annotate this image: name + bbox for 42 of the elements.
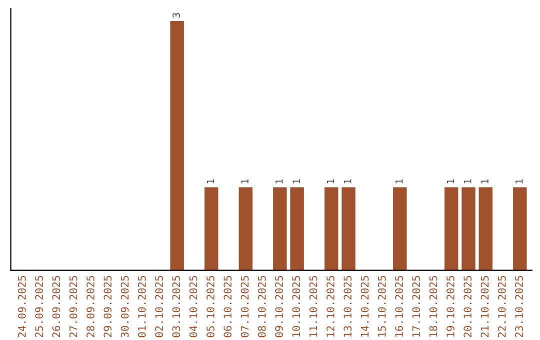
data-label: 1 xyxy=(464,179,472,184)
data-label: 1 xyxy=(344,179,352,184)
x-tick-label: 25.09.2025 xyxy=(35,276,43,338)
data-label: 1 xyxy=(481,179,488,184)
data-label: 1 xyxy=(516,179,523,184)
x-tick-label: 29.09.2025 xyxy=(104,276,112,338)
data-label: 1 xyxy=(446,179,454,184)
data-label: 3 xyxy=(172,13,180,18)
x-tick-label: 04.10.2025 xyxy=(189,276,198,338)
x-tick-label: 03.10.2025 xyxy=(172,276,180,338)
x-tick-label: 23.10.2025 xyxy=(515,276,523,338)
x-tick-label: 21.10.2025 xyxy=(480,276,489,338)
x-tick-label: 26.09.2025 xyxy=(52,276,60,338)
data-label: 1 xyxy=(276,179,283,184)
data-label: 1 xyxy=(396,179,403,184)
data-label: 1 xyxy=(206,179,214,184)
x-tick-label: 17.10.2025 xyxy=(412,276,420,337)
x-tick-label: 27.09.2025 xyxy=(69,276,78,338)
x-tick-label: 01.10.2025 xyxy=(138,276,146,338)
x-tick-label: 06.10.2025 xyxy=(224,276,232,338)
x-tick-label: 11.10.2025 xyxy=(309,276,318,337)
x-tick-label: 22.10.2025 xyxy=(498,276,506,338)
x-tick-label: 28.09.2025 xyxy=(86,276,94,338)
x-tick-label: 09.10.2025 xyxy=(275,276,283,338)
x-tick-label: 14.10.2025 xyxy=(360,276,369,337)
x-tick-label: 24.09.2025 xyxy=(18,276,26,338)
data-label: 1 xyxy=(326,179,334,184)
x-tick-label: 05.10.2025 xyxy=(206,276,214,338)
x-tick-label: 07.10.2025 xyxy=(240,276,249,338)
x-tick-label: 19.10.2025 xyxy=(446,276,454,337)
x-tick-label: 30.09.2025 xyxy=(120,276,129,338)
x-tick-label: 20.10.2025 xyxy=(464,276,472,338)
x-tick-label: 12.10.2025 xyxy=(326,276,334,337)
x-tick-label: 10.10.2025 xyxy=(292,276,300,337)
x-tick-label: 18.10.2025 xyxy=(429,276,438,337)
x-tick-label: 16.10.2025 xyxy=(395,276,403,337)
x-tick-label: 15.10.2025 xyxy=(378,276,386,337)
data-label: 1 xyxy=(292,179,300,184)
x-tick-label: 13.10.2025 xyxy=(344,276,352,337)
x-tick-label: 02.10.2025 xyxy=(155,276,163,338)
data-label: 1 xyxy=(241,179,248,184)
x-tick-label: 08.10.2025 xyxy=(258,276,266,338)
